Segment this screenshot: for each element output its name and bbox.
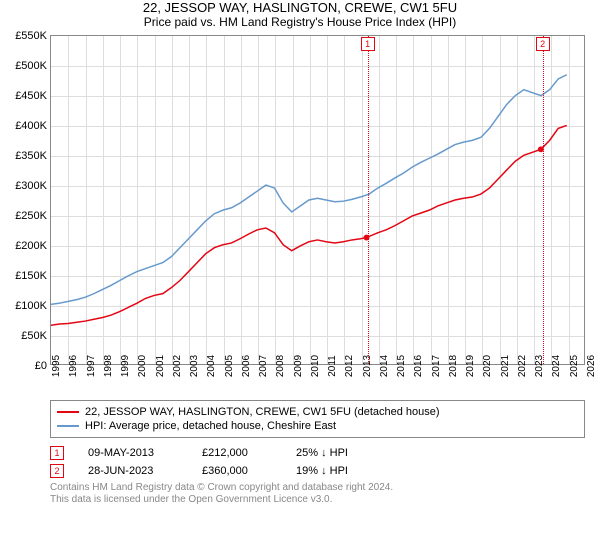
y-axis-tick-label: £200K bbox=[15, 240, 47, 252]
x-axis-tick-label: 2026 bbox=[586, 355, 597, 377]
y-axis-tick-label: £350K bbox=[15, 150, 47, 162]
footer-attribution: Contains HM Land Registry data © Crown c… bbox=[50, 482, 585, 506]
y-axis-tick-label: £300K bbox=[15, 180, 47, 192]
chart-svg bbox=[51, 36, 584, 364]
chart-subtitle: Price paid vs. HM Land Registry's House … bbox=[0, 15, 600, 29]
sale-delta: 19% ↓ HPI bbox=[296, 462, 348, 480]
legend-item: 22, JESSOP WAY, HASLINGTON, CREWE, CW1 5… bbox=[57, 405, 578, 419]
sale-delta: 25% ↓ HPI bbox=[296, 444, 348, 462]
y-axis-tick-label: £450K bbox=[15, 90, 47, 102]
table-row: 2 28-JUN-2023 £360,000 19% ↓ HPI bbox=[50, 462, 585, 480]
sale-marker-vline bbox=[543, 36, 544, 364]
legend-swatch bbox=[57, 411, 79, 413]
y-axis-tick-label: £500K bbox=[15, 60, 47, 72]
table-row: 1 09-MAY-2013 £212,000 25% ↓ HPI bbox=[50, 444, 585, 462]
y-axis-tick-label: £0 bbox=[35, 360, 47, 372]
sale-price: £212,000 bbox=[202, 444, 272, 462]
sales-table: 1 09-MAY-2013 £212,000 25% ↓ HPI 2 28-JU… bbox=[50, 444, 585, 480]
y-axis-tick-label: £250K bbox=[15, 210, 47, 222]
legend-label: 22, JESSOP WAY, HASLINGTON, CREWE, CW1 5… bbox=[85, 405, 440, 419]
sale-marker-icon: 1 bbox=[50, 446, 64, 460]
y-axis-tick-label: £400K bbox=[15, 120, 47, 132]
sale-date: 09-MAY-2013 bbox=[88, 444, 178, 462]
chart-plot-area: £0£50K£100K£150K£200K£250K£300K£350K£400… bbox=[50, 35, 585, 365]
sale-marker-box: 1 bbox=[361, 37, 375, 51]
legend-item: HPI: Average price, detached house, Ches… bbox=[57, 419, 578, 433]
footer-line: Contains HM Land Registry data © Crown c… bbox=[50, 482, 585, 494]
y-axis-tick-label: £100K bbox=[15, 300, 47, 312]
sale-marker-icon: 2 bbox=[50, 464, 64, 478]
legend-box: 22, JESSOP WAY, HASLINGTON, CREWE, CW1 5… bbox=[50, 400, 585, 438]
footer-line: This data is licensed under the Open Gov… bbox=[50, 494, 585, 506]
y-axis-tick-label: £550K bbox=[15, 30, 47, 42]
sale-marker-vline bbox=[368, 36, 369, 364]
legend-swatch bbox=[57, 425, 79, 427]
y-axis-tick-label: £150K bbox=[15, 270, 47, 282]
series-line-hpi bbox=[51, 75, 567, 305]
chart-title: 22, JESSOP WAY, HASLINGTON, CREWE, CW1 5… bbox=[0, 0, 600, 15]
y-axis-tick-label: £50K bbox=[21, 330, 47, 342]
sale-marker-box: 2 bbox=[536, 37, 550, 51]
sale-price: £360,000 bbox=[202, 462, 272, 480]
series-line-property bbox=[51, 125, 567, 325]
legend-label: HPI: Average price, detached house, Ches… bbox=[85, 419, 336, 433]
sale-date: 28-JUN-2023 bbox=[88, 462, 178, 480]
